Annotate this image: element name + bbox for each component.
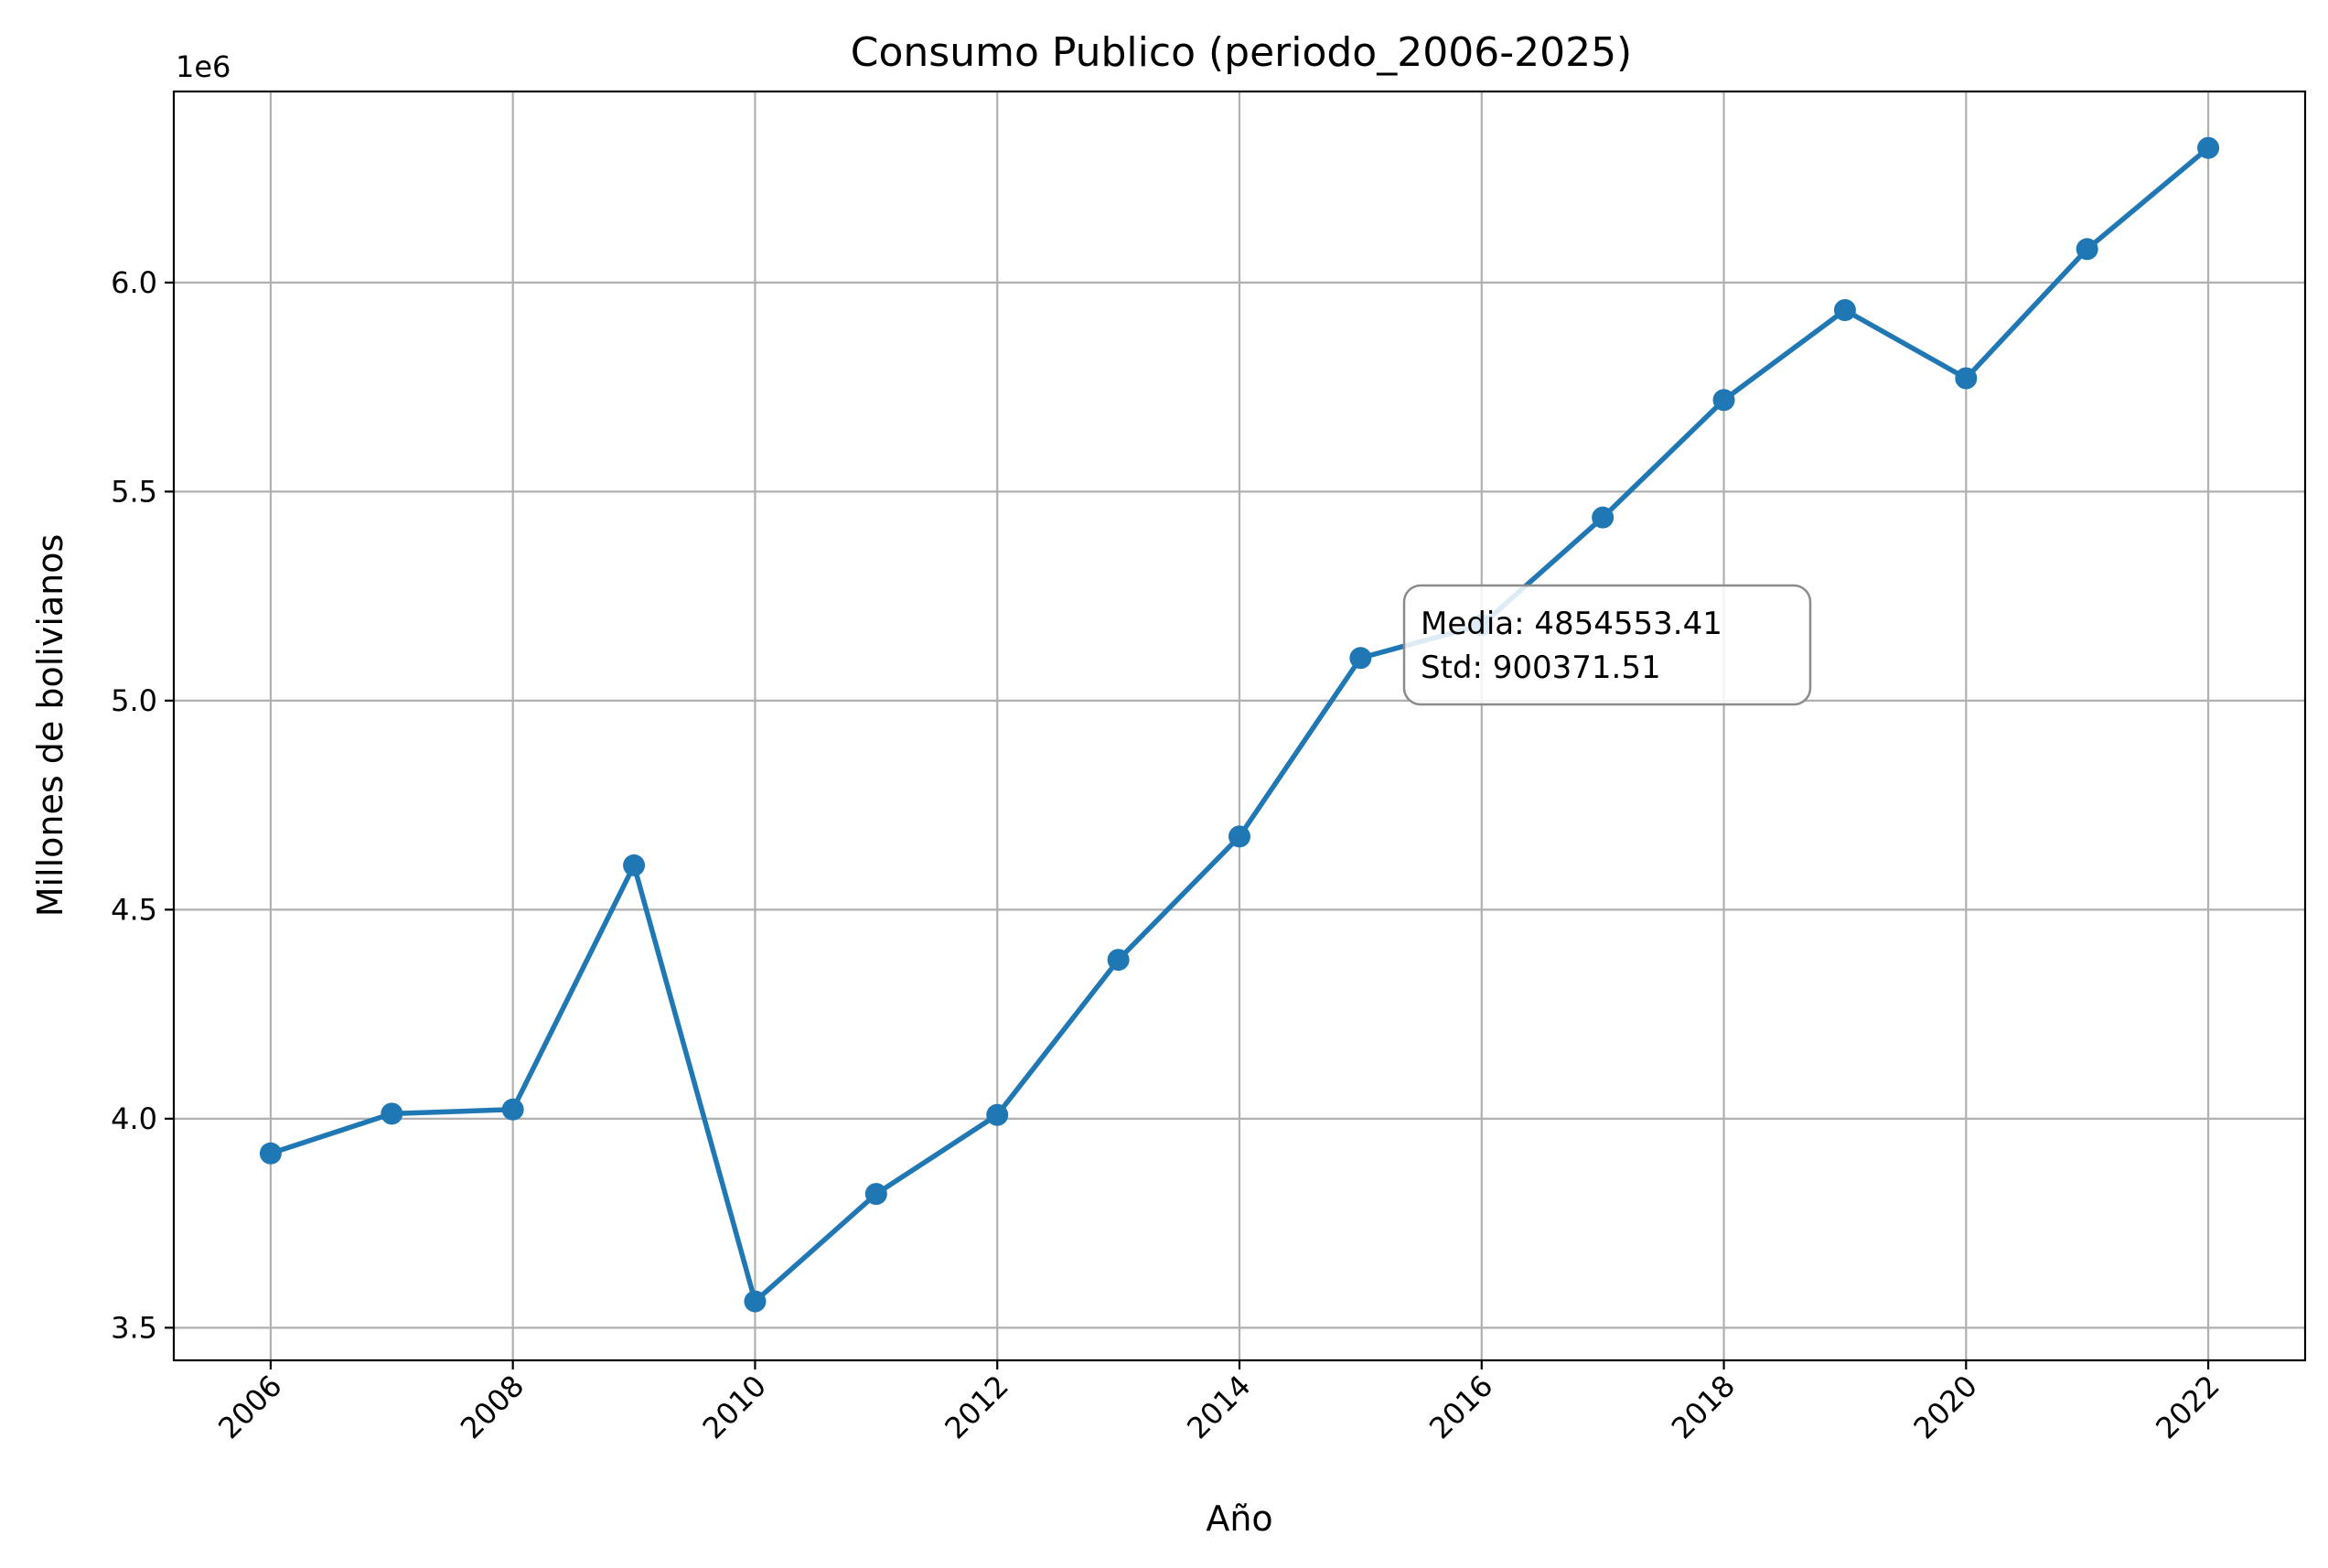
y-tick-label: 5.5 — [111, 474, 157, 509]
axis-ticks: 2006 2008 2010 2012 2014 2016 2018 2020 2022 3.5 4… — [111, 265, 2226, 1445]
y-tick-label: 5.0 — [111, 683, 157, 718]
data-point — [259, 1142, 282, 1165]
data-point — [986, 1103, 1009, 1126]
y-tick-label: 6.0 — [111, 265, 157, 300]
grid-lines — [174, 91, 2305, 1360]
y-axis-label: Millones de bolivianos — [30, 534, 70, 918]
data-point — [2197, 136, 2220, 159]
stats-mean-text: Media: 4854553.41 — [1421, 606, 1722, 642]
data-point — [1349, 647, 1372, 670]
data-point — [1833, 299, 1856, 322]
x-tick-label: 2014 — [1180, 1369, 1257, 1445]
stats-annotation-box — [1402, 584, 1812, 706]
x-axis-label: Año — [1206, 1498, 1272, 1539]
data-point — [1228, 825, 1250, 848]
x-tick-label: 2020 — [1907, 1369, 1984, 1445]
data-point — [623, 854, 646, 876]
x-tick-label: 2012 — [938, 1369, 1014, 1445]
chart-title: Consumo Publico (periodo_2006-2025) — [851, 29, 1632, 76]
x-tick-label: 2018 — [1665, 1369, 1742, 1445]
y-tick-label: 4.0 — [111, 1101, 157, 1136]
data-point — [2076, 238, 2098, 261]
data-point — [1592, 506, 1615, 529]
x-tick-label: 2006 — [211, 1369, 288, 1445]
data-point — [381, 1102, 403, 1125]
y-axis-offset-label: 1e6 — [176, 49, 231, 84]
x-tick-label: 2016 — [1422, 1369, 1499, 1445]
x-tick-label: 2008 — [454, 1369, 531, 1445]
x-tick-label: 2010 — [696, 1369, 773, 1445]
stats-std-text: Std: 900371.51 — [1421, 650, 1661, 686]
x-tick-label: 2022 — [2149, 1369, 2226, 1445]
data-point — [744, 1290, 767, 1313]
data-point — [1107, 949, 1130, 972]
data-point — [1955, 367, 1978, 390]
data-point — [864, 1183, 887, 1206]
y-tick-label: 3.5 — [111, 1310, 157, 1345]
data-series — [259, 136, 2220, 1313]
stats-annotation: Media: 4854553.41 Std: 900371.51 — [1402, 584, 1812, 706]
data-point — [1712, 389, 1735, 412]
data-point — [501, 1098, 524, 1121]
y-tick-label: 4.5 — [111, 892, 157, 927]
